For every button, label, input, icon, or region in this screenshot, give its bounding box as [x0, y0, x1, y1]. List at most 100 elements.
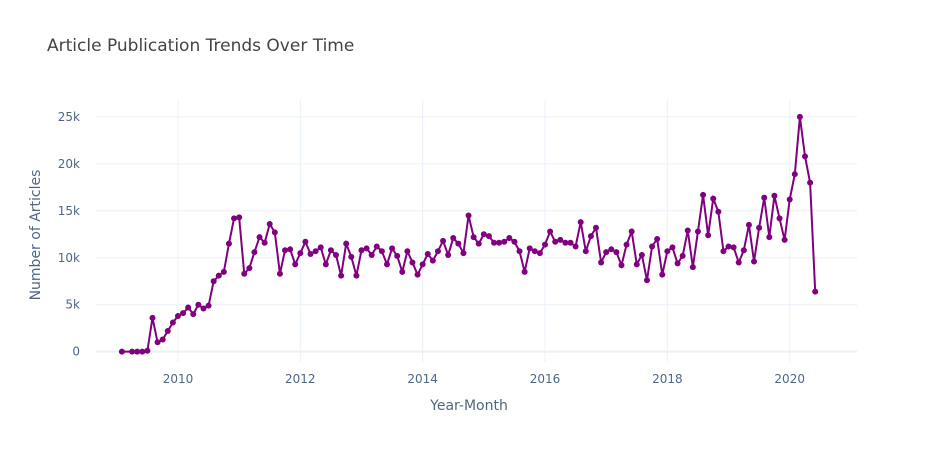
point: [562, 239, 569, 246]
point: [409, 259, 416, 266]
point: [225, 240, 232, 247]
point: [603, 249, 610, 256]
x-tick-label: 2010: [163, 372, 194, 386]
point: [368, 251, 375, 258]
point: [506, 235, 513, 242]
x-tick-label: 2012: [285, 372, 316, 386]
point: [338, 272, 345, 279]
point: [169, 319, 176, 326]
point: [536, 250, 543, 257]
chart-title: Article Publication Trends Over Time: [47, 36, 354, 56]
point: [455, 240, 462, 247]
point: [475, 240, 482, 247]
point: [592, 224, 599, 231]
point: [373, 243, 380, 250]
line: [121, 116, 817, 353]
point: [465, 212, 472, 219]
point: [419, 261, 426, 268]
point: [705, 232, 712, 239]
point: [266, 220, 273, 227]
y-tick-label: 25k: [58, 110, 80, 124]
point: [480, 231, 487, 238]
point: [628, 228, 635, 235]
point: [159, 336, 166, 343]
point: [745, 221, 752, 228]
y-tick-label: 15k: [58, 204, 80, 218]
point: [307, 251, 314, 258]
y-tick-label: 20k: [58, 157, 80, 171]
point: [659, 271, 666, 278]
point: [246, 265, 253, 272]
point: [185, 304, 192, 311]
point: [276, 270, 283, 277]
point: [643, 277, 650, 284]
point: [598, 259, 605, 266]
x-axis-label: Year-Month: [429, 398, 508, 414]
point: [552, 238, 559, 245]
point: [781, 236, 788, 243]
point: [317, 244, 324, 251]
point: [271, 229, 278, 236]
point: [404, 248, 411, 255]
point: [383, 261, 390, 268]
point: [577, 219, 584, 226]
point: [542, 241, 549, 248]
point: [164, 328, 171, 335]
point: [547, 228, 554, 235]
point: [134, 348, 141, 355]
point: [623, 241, 630, 248]
point: [694, 228, 701, 235]
point: [791, 171, 798, 178]
point: [434, 248, 441, 255]
point: [378, 248, 385, 255]
point: [485, 233, 492, 240]
point: [231, 215, 238, 222]
point: [521, 268, 528, 275]
y-tick-label: 5k: [65, 298, 80, 312]
point: [440, 237, 447, 244]
point: [450, 235, 457, 242]
point: [251, 249, 258, 256]
point: [333, 251, 340, 258]
point: [302, 238, 309, 245]
point: [674, 260, 681, 267]
point: [129, 348, 136, 355]
point: [154, 339, 161, 346]
point: [241, 270, 248, 277]
x-tick-label: 2016: [530, 372, 561, 386]
point: [664, 248, 671, 255]
point: [149, 314, 156, 321]
point: [348, 253, 355, 260]
point: [720, 248, 727, 255]
point: [582, 248, 589, 255]
point: [669, 244, 676, 251]
point: [353, 272, 360, 279]
x-tick-label: 2018: [652, 372, 683, 386]
y-tick-label: 10k: [58, 251, 80, 265]
point: [796, 113, 803, 120]
point: [180, 310, 187, 317]
point: [496, 239, 503, 246]
point: [174, 312, 181, 319]
point: [567, 239, 574, 246]
point: [414, 271, 421, 278]
x-tick-label: 2014: [407, 372, 438, 386]
point: [649, 243, 656, 250]
point: [429, 257, 436, 264]
point: [638, 251, 645, 258]
point: [297, 250, 304, 257]
point: [210, 278, 217, 285]
point: [215, 272, 222, 279]
point: [771, 192, 778, 199]
point: [807, 179, 814, 186]
point: [587, 233, 594, 240]
point: [312, 248, 319, 255]
point: [445, 251, 452, 258]
point: [144, 347, 151, 354]
point: [190, 311, 197, 318]
point: [710, 195, 717, 202]
point: [195, 301, 202, 308]
point: [363, 245, 370, 252]
point: [327, 247, 334, 254]
point: [256, 234, 263, 241]
